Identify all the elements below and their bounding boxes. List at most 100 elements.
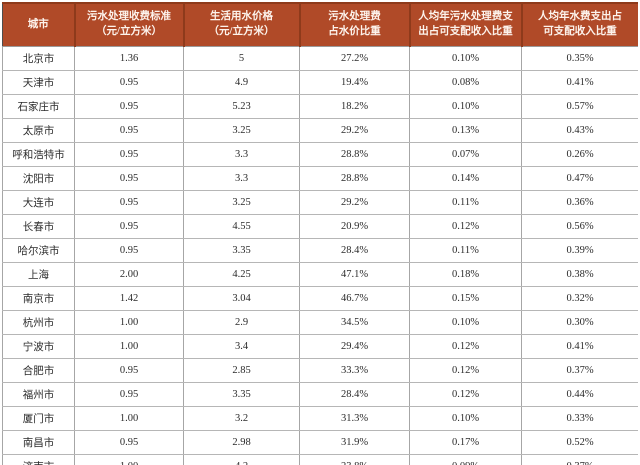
table-body: 北京市 1.36 5 27.2% 0.10% 0.35% 天津市 0.95 4.9 19.4% 0.… (2, 46, 638, 465)
value-cell: 0.41% (521, 334, 638, 359)
value-cell: 18.2% (299, 94, 410, 119)
value-cell: 3.3 (183, 166, 300, 191)
header-label-line: 生活用水价格 (210, 11, 273, 23)
value-cell: 3.25 (183, 118, 300, 143)
value-cell: 3.4 (183, 334, 300, 359)
table-row: 呼和浩特市 0.95 3.3 28.8% 0.07% 0.26% (2, 142, 638, 167)
value-cell: 0.95 (74, 166, 184, 191)
value-cell: 4.9 (183, 70, 300, 95)
header-cell-city: 城市 (2, 2, 76, 47)
table-row: 北京市 1.36 5 27.2% 0.10% 0.35% (2, 46, 638, 71)
value-cell: 0.32% (521, 286, 638, 311)
value-cell: 0.12% (409, 214, 522, 239)
value-cell: 1.00 (74, 310, 184, 335)
city-cell: 哈尔滨市 (2, 238, 75, 263)
value-cell: 3.25 (183, 190, 300, 215)
value-cell: 0.95 (74, 214, 184, 239)
value-cell: 0.47% (521, 166, 638, 191)
city-cell: 上海 (2, 262, 75, 287)
value-cell: 0.95 (74, 190, 184, 215)
value-cell: 0.43% (521, 118, 638, 143)
table-row: 济南市1.004.223.8%0.09%0.37% (2, 454, 638, 465)
value-cell: 31.9% (299, 430, 410, 455)
value-cell: 4.25 (183, 262, 300, 287)
city-cell: 厦门市 (2, 406, 75, 431)
header-label-line: 可支配收入比重 (543, 26, 617, 37)
value-cell: 0.12% (409, 334, 522, 359)
value-cell: 28.8% (299, 142, 410, 167)
value-cell: 33.3% (299, 358, 410, 383)
city-cell: 天津市 (2, 70, 75, 95)
value-cell: 2.00 (74, 262, 184, 287)
value-cell: 0.14% (409, 166, 522, 191)
value-cell: 0.95 (74, 142, 184, 167)
table-row: 合肥市 0.95 2.85 33.3% 0.12% 0.37% (2, 358, 638, 383)
city-cell: 南昌市 (2, 430, 75, 455)
city-cell: 济南市 (2, 454, 75, 465)
table-row: 沈阳市 0.95 3.3 28.8% 0.14% 0.47% (2, 166, 638, 191)
value-cell: 0.36% (521, 190, 638, 215)
header-cell-fee-standard: 污水处理收费标准 （元/立方米） (74, 2, 185, 47)
value-cell: 4.55 (183, 214, 300, 239)
table-row: 宁波市 1.00 3.4 29.4% 0.12% 0.41% (2, 334, 638, 359)
header-label-line: 人均年水费支出占 (538, 11, 622, 23)
city-cell: 大连市 (2, 190, 75, 215)
value-cell: 0.95 (74, 94, 184, 119)
table-row: 天津市 0.95 4.9 19.4% 0.08% 0.41% (2, 70, 638, 95)
value-cell: 28.4% (299, 382, 410, 407)
value-cell: 19.4% (299, 70, 410, 95)
header-cell-water-income-ratio: 人均年水费支出占 可支配收入比重 (521, 2, 638, 47)
header-label-line: 污水处理费 (328, 11, 381, 23)
city-cell: 南京市 (2, 286, 75, 311)
header-label-line: （元/立方米） (208, 26, 275, 37)
value-cell: 0.26% (521, 142, 638, 167)
value-cell: 29.4% (299, 334, 410, 359)
value-cell: 0.18% (409, 262, 522, 287)
value-cell: 0.95 (74, 238, 184, 263)
header-label-line: 污水处理收费标准 (87, 11, 171, 23)
value-cell: 0.35% (521, 46, 638, 71)
header-label-line: 城市 (27, 18, 49, 30)
value-cell: 0.56% (521, 214, 638, 239)
table-row: 南昌市 0.95 2.98 31.9% 0.17% 0.52% (2, 430, 638, 455)
table-row: 长春市 0.95 4.55 20.9% 0.12% 0.56% (2, 214, 638, 239)
header-cell-water-price: 生活用水价格 （元/立方米） (183, 2, 301, 47)
value-cell: 3.35 (183, 382, 300, 407)
value-cell: 5 (183, 46, 300, 71)
table-row: 大连市 0.95 3.25 29.2% 0.11% 0.36% (2, 190, 638, 215)
table-row: 杭州市 1.00 2.9 34.5% 0.10% 0.30% (2, 310, 638, 335)
value-cell: 3.3 (183, 142, 300, 167)
city-cell: 宁波市 (2, 334, 75, 359)
value-cell: 1.42 (74, 286, 184, 311)
value-cell: 34.5% (299, 310, 410, 335)
header-label-line: 出占可支配收入比重 (418, 26, 513, 37)
value-cell: 1.36 (74, 46, 184, 71)
value-cell: 29.2% (299, 190, 410, 215)
header-label-line: 人均年污水处理费支 (418, 11, 513, 23)
city-cell: 北京市 (2, 46, 75, 71)
city-cell: 福州市 (2, 382, 75, 407)
value-cell: 46.7% (299, 286, 410, 311)
value-cell: 0.95 (74, 430, 184, 455)
value-cell: 0.10% (409, 310, 522, 335)
value-cell: 0.15% (409, 286, 522, 311)
value-cell: 3.35 (183, 238, 300, 263)
value-cell: 0.39% (521, 238, 638, 263)
value-cell: 0.17% (409, 430, 522, 455)
value-cell: 47.1% (299, 262, 410, 287)
value-cell: 3.2 (183, 406, 300, 431)
value-cell: 27.2% (299, 46, 410, 71)
value-cell: 4.2 (183, 454, 300, 465)
table-row: 厦门市 1.00 3.2 31.3% 0.10% 0.33% (2, 406, 638, 431)
table-row: 上海 2.00 4.25 47.1% 0.18% 0.38% (2, 262, 638, 287)
value-cell: 1.00 (74, 406, 184, 431)
value-cell: 0.07% (409, 142, 522, 167)
value-cell: 0.08% (409, 70, 522, 95)
value-cell: 0.95 (74, 358, 184, 383)
value-cell: 0.37% (521, 454, 638, 465)
city-cell: 长春市 (2, 214, 75, 239)
value-cell: 0.10% (409, 46, 522, 71)
value-cell: 0.13% (409, 118, 522, 143)
